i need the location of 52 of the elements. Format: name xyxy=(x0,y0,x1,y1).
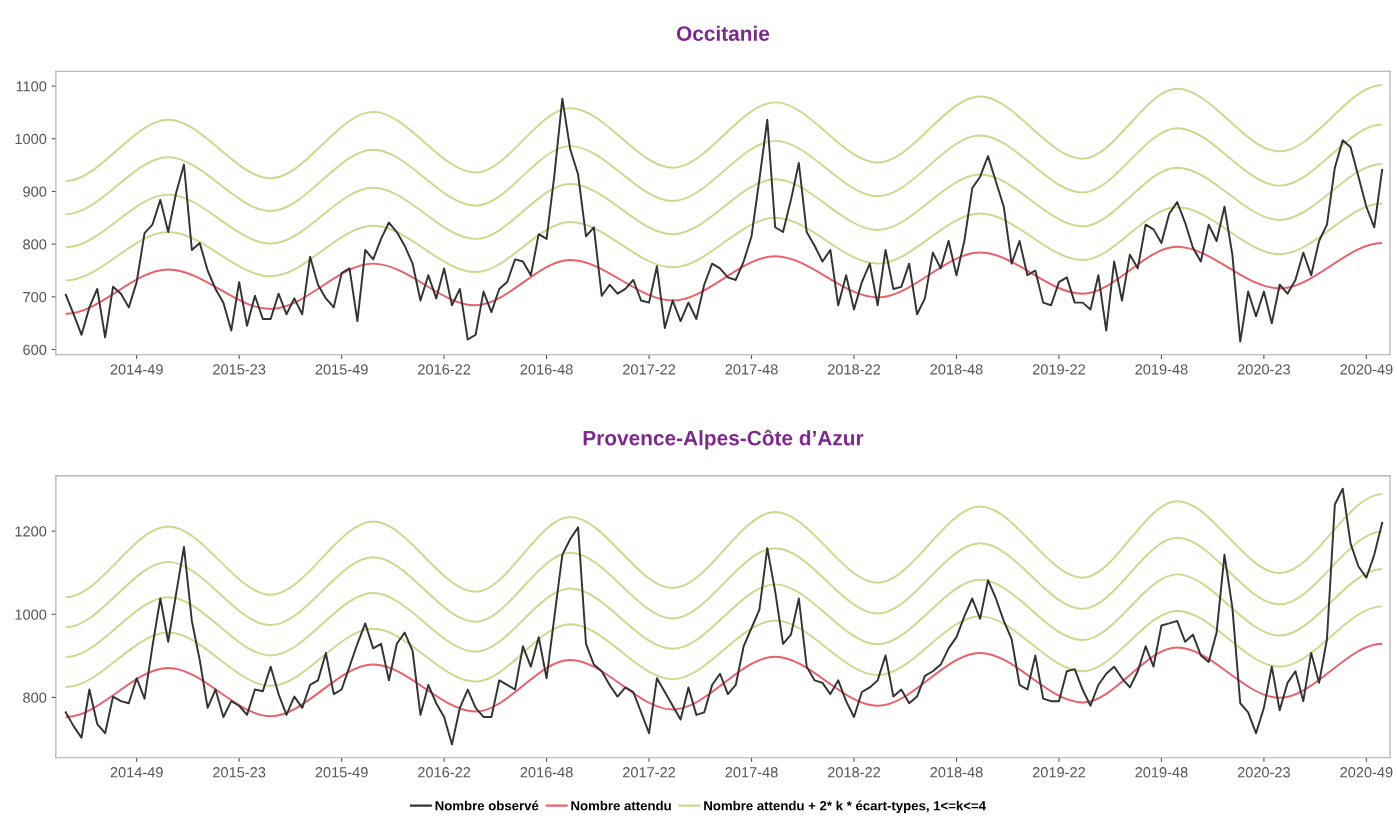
x-tick-label: 2020-23 xyxy=(1237,364,1291,375)
line-series xyxy=(64,642,1384,718)
y-tick-label: 600 xyxy=(23,344,47,355)
line-series xyxy=(64,97,1384,343)
y-tick-label: 1200 xyxy=(15,526,47,537)
line-series xyxy=(64,202,1384,282)
y-tick-label: 1000 xyxy=(15,133,47,145)
chart-title: Occitanie xyxy=(676,25,770,41)
y-tick-label: 800 xyxy=(23,692,47,703)
x-tick-label: 2018-48 xyxy=(930,767,983,778)
x-tick-label: 2014-49 xyxy=(110,364,163,375)
x-tick-label: 2016-48 xyxy=(520,767,573,778)
legend-label: Nombre attendu + 2* k * écart-types, 1<=k<=4 xyxy=(704,800,986,813)
x-tick-label: 2014-49 xyxy=(110,767,163,778)
x-tick-label: 2018-22 xyxy=(827,767,881,778)
x-tick-label: 2019-48 xyxy=(1135,364,1188,375)
x-tick-label: 2015-23 xyxy=(213,364,266,375)
line-series xyxy=(64,568,1384,659)
line-series xyxy=(64,163,1384,249)
x-tick-label: 2015-23 xyxy=(213,767,266,778)
y-tick-label: 700 xyxy=(23,291,47,303)
y-tick-label: 1000 xyxy=(15,609,47,620)
line-series xyxy=(64,605,1384,688)
line-series xyxy=(64,123,1384,216)
x-tick-label: 2020-49 xyxy=(1340,364,1393,375)
chart-title: Provence-Alpes-Côte d’Azur xyxy=(583,429,864,450)
x-tick-label: 2019-22 xyxy=(1032,364,1085,375)
x-tick-label: 2019-22 xyxy=(1032,767,1085,778)
x-tick-label: 2016-48 xyxy=(520,364,573,375)
y-tick-label: 900 xyxy=(23,186,47,197)
line-series xyxy=(64,84,1384,182)
line-series xyxy=(64,242,1384,315)
x-tick-label: 2020-23 xyxy=(1237,767,1291,778)
line-series xyxy=(64,487,1384,746)
x-tick-label: 2015-49 xyxy=(315,767,368,778)
x-tick-label: 2016-22 xyxy=(418,767,471,778)
line-series xyxy=(64,493,1384,599)
x-tick-label: 2016-22 xyxy=(418,364,471,375)
x-tick-label: 2018-22 xyxy=(827,364,881,375)
line-series xyxy=(64,530,1384,629)
x-tick-label: 2017-22 xyxy=(623,364,676,375)
x-tick-label: 2015-49 xyxy=(315,364,368,375)
legend-label: Nombre attendu xyxy=(571,800,671,811)
x-tick-label: 2018-48 xyxy=(930,364,983,375)
y-tick-label: 800 xyxy=(23,239,47,250)
x-tick-label: 2017-48 xyxy=(725,767,778,778)
x-tick-label: 2020-49 xyxy=(1340,767,1393,778)
x-tick-label: 2017-22 xyxy=(623,767,676,778)
legend-label: Nombre observé xyxy=(435,800,539,811)
x-tick-label: 2019-48 xyxy=(1135,767,1188,778)
x-tick-label: 2017-48 xyxy=(725,364,778,375)
y-tick-label: 1100 xyxy=(16,81,47,92)
